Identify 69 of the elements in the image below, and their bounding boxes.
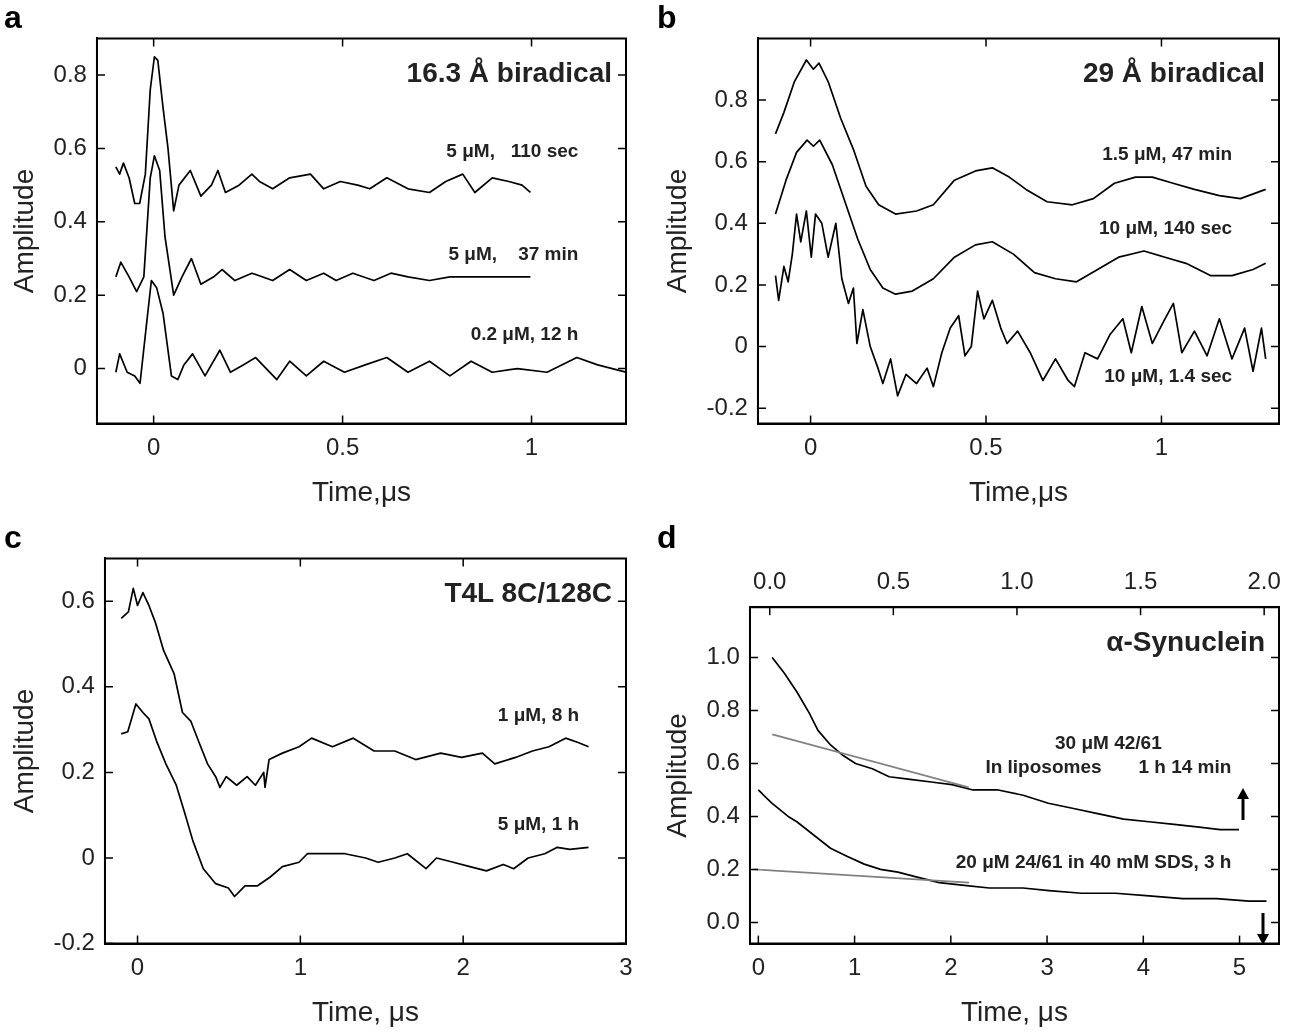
chart-title: c	[4, 519, 22, 556]
chart-title: d	[657, 519, 677, 556]
x-tick-label: 1	[1154, 432, 1169, 460]
y-tick-label: -0.2	[706, 392, 748, 420]
chart-title: a	[4, 0, 22, 36]
x2-tick-label: 1.0	[1000, 567, 1034, 595]
y-axis-title: Amplitude	[7, 688, 39, 814]
x-tick-label: 1	[847, 952, 862, 980]
x2-tick-label: 2.0	[1247, 567, 1281, 595]
x2-tick-label: 0.0	[753, 567, 787, 595]
legend-label: 10 μM, 140 sec	[1099, 216, 1233, 238]
x-tick-label: 0	[751, 952, 766, 980]
series-label: 1 μM, 8 h	[497, 703, 580, 725]
x2-tick-label: 1.5	[1123, 567, 1158, 595]
x2-tick-label: 0.5	[876, 567, 911, 595]
y-tick-label: 0.6	[706, 748, 740, 776]
x-tick-label: 0	[803, 432, 818, 460]
y-axis-title: Amplitude	[7, 168, 39, 294]
y-tick-label: 0	[73, 353, 87, 381]
x-axis-title: Time, μs	[312, 995, 419, 1027]
y-tick-label: 0.4	[53, 206, 87, 234]
x-tick-label: 5	[1232, 952, 1247, 980]
y-tick-label: 0.4	[706, 801, 740, 829]
series-label: 5 μM, 1 h	[497, 813, 580, 835]
series-label: 10 μM, 1.4 sec	[1104, 364, 1233, 386]
y-tick-label: 0.8	[714, 84, 748, 112]
x-tick-label: 3	[1040, 952, 1054, 980]
x-axis-title: Time, μs	[961, 995, 1068, 1027]
y-tick-label: 0.4	[714, 207, 748, 235]
x-tick-label: 2	[456, 952, 470, 980]
series-label: 5 μM, 37 min	[448, 242, 579, 264]
y-tick-label: 0.6	[61, 585, 95, 613]
y-tick-label: 0.2	[706, 854, 740, 882]
annotation: α-Synuclein	[1106, 625, 1265, 657]
y-tick-label: 0.8	[706, 695, 740, 723]
x-tick-label: 1	[293, 952, 308, 980]
y-tick-label: 0	[81, 842, 95, 870]
x-tick-label: 0.5	[325, 432, 360, 460]
y-tick-label: 0	[734, 331, 748, 359]
chart-title: b	[657, 0, 677, 36]
legend-label: 5 μM, 110 sec	[446, 139, 579, 161]
legend-label: 1.5 μM, 47 min	[1102, 142, 1233, 164]
y-tick-label: 0.2	[53, 279, 87, 307]
y-tick-label: 0.0	[706, 907, 740, 935]
x-tick-label: 1	[524, 432, 539, 460]
annotation: 16.3 Å biradical	[406, 57, 612, 89]
y-tick-label: 0.4	[61, 671, 95, 699]
y-tick-label: 1.0	[706, 642, 740, 670]
y-tick-label: 0.2	[714, 269, 748, 297]
x-tick-label: 0.5	[969, 432, 1003, 460]
x-tick-label: 0	[146, 432, 161, 460]
legend-label: 30 μM 42/61 In liposomes 1 h 14 min	[985, 731, 1232, 777]
annotation: T4L 8C/128C	[444, 577, 612, 609]
x-tick-label: 3	[619, 952, 633, 980]
y-tick-label: 0.6	[714, 146, 748, 174]
x-tick-label: 0	[130, 952, 145, 980]
y-tick-label: 0.2	[61, 757, 95, 785]
x-axis-title: Time,μs	[968, 475, 1069, 507]
x-axis-title: Time,μs	[311, 475, 412, 507]
y-tick-label: 0.8	[53, 59, 87, 87]
series-label: 0.2 μM, 12 h	[470, 323, 579, 345]
annotation: 29 Å biradical	[1082, 57, 1265, 89]
y-tick-label: 0.6	[53, 133, 87, 161]
x-tick-label: 4	[1136, 952, 1150, 980]
y-axis-title: Amplitude	[660, 168, 692, 294]
x-tick-label: 2	[944, 952, 958, 980]
y-axis-title: Amplitude	[660, 713, 692, 838]
y-tick-label: -0.2	[53, 928, 95, 956]
legend-label: 20 μM 24/61 in 40 mM SDS, 3 h	[955, 851, 1232, 873]
